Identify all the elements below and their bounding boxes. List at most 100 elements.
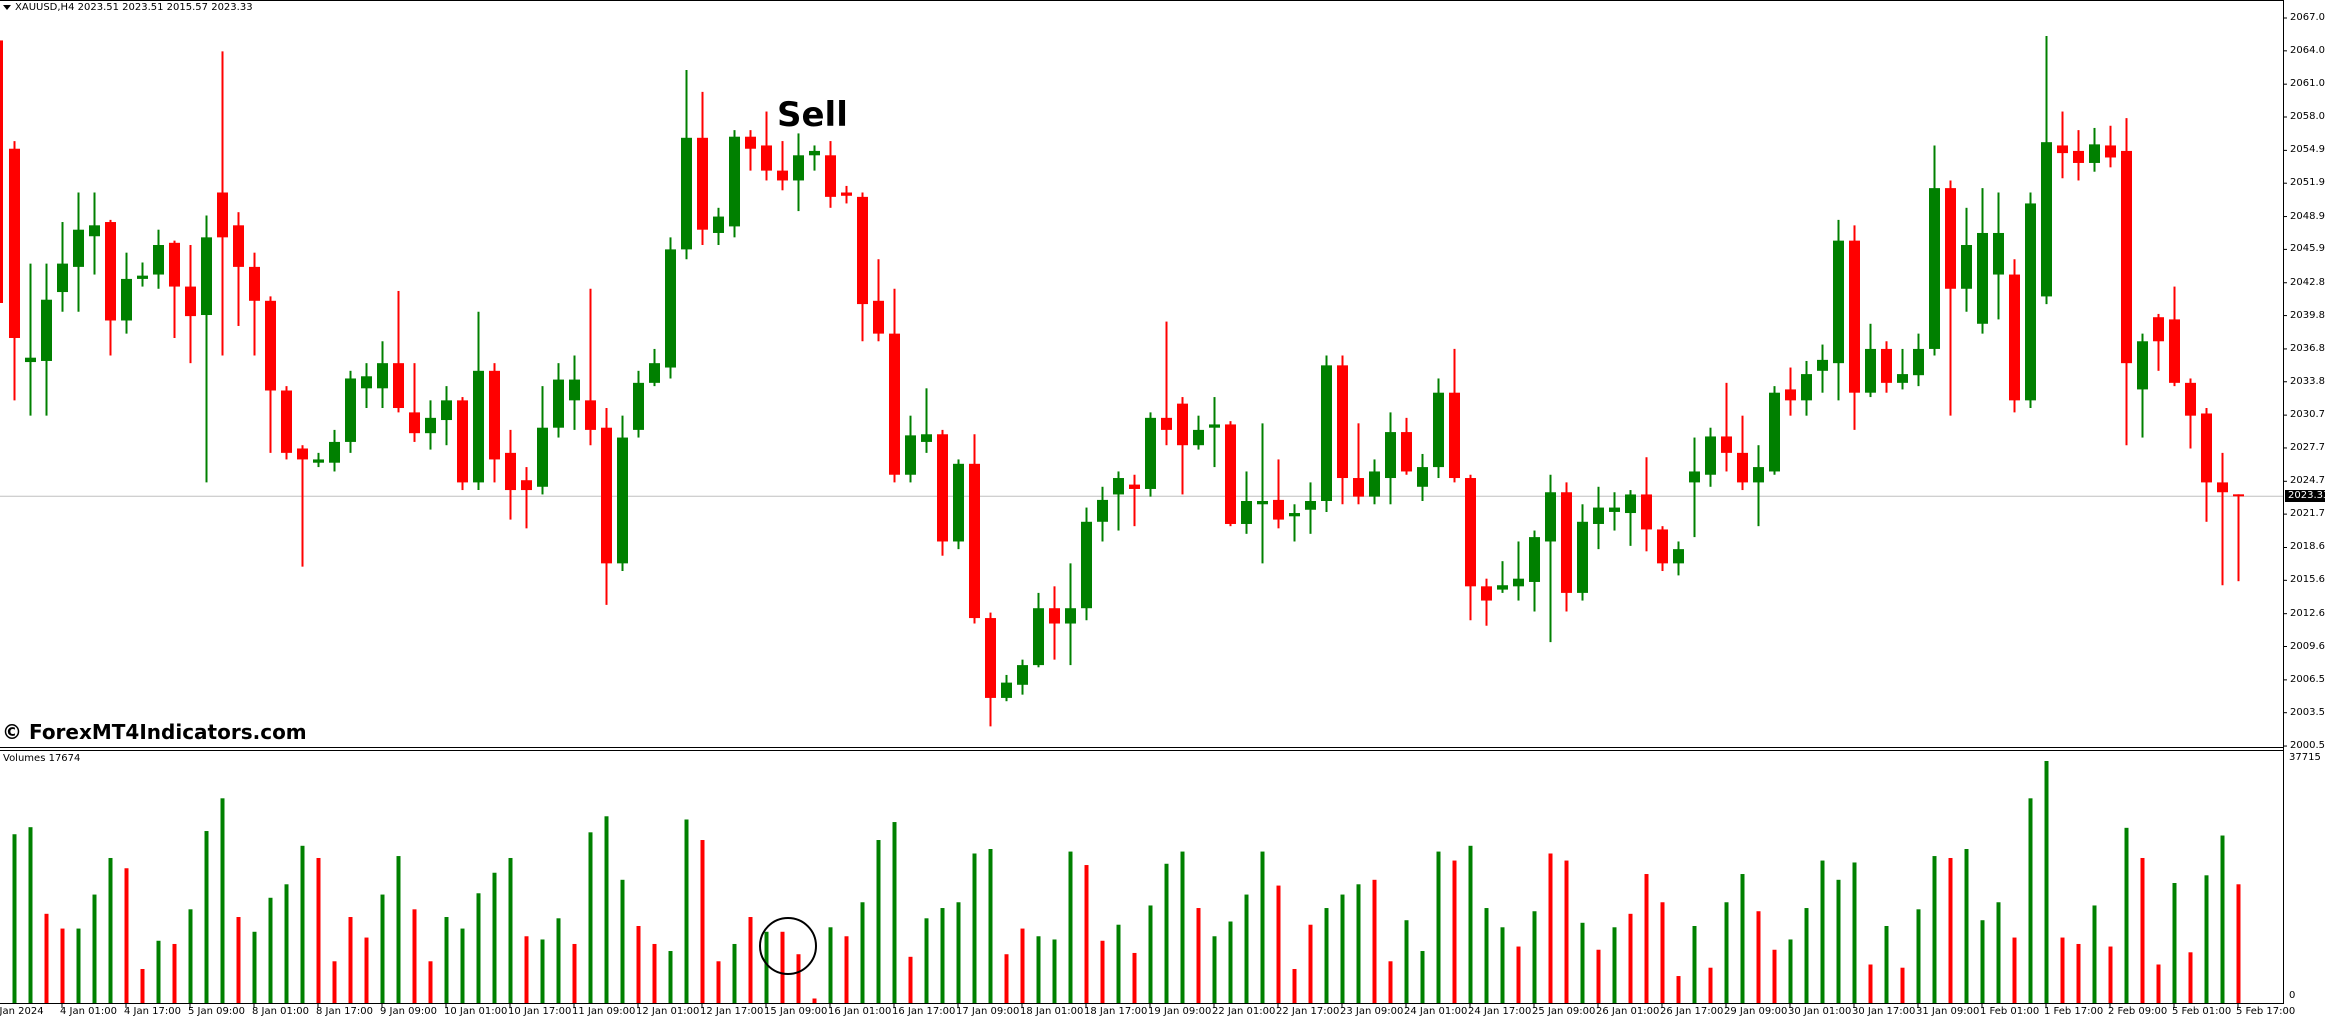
candle-body	[2073, 150, 2084, 163]
volume-bar	[1628, 913, 1633, 1003]
candle-body	[681, 137, 692, 250]
volume-bar	[268, 897, 273, 1003]
candle-body	[665, 249, 676, 368]
candle-body	[2153, 317, 2164, 342]
candle-body	[9, 148, 20, 338]
volume-bar	[1500, 927, 1505, 1003]
candle-body	[617, 437, 628, 564]
volume-bar	[620, 879, 625, 1003]
highlight-circle	[759, 917, 817, 975]
volume-bar	[956, 902, 961, 1003]
candle-body	[2105, 145, 2116, 158]
volume-bar	[908, 956, 913, 1003]
candle-body	[361, 376, 372, 389]
volume-bar	[236, 917, 241, 1003]
candle-body	[1801, 374, 1812, 401]
candle-body	[2089, 144, 2100, 163]
candle-body	[1705, 436, 1716, 475]
dropdown-triangle-icon[interactable]	[3, 4, 11, 10]
candle-body	[649, 363, 660, 383]
symbol-header[interactable]: XAUUSD,H4 2023.51 2023.51 2015.57 2023.3…	[3, 2, 253, 13]
volume-bar	[1836, 879, 1841, 1003]
candle-body	[41, 299, 52, 361]
candle-body	[777, 170, 788, 181]
time-tick-label: 18 Jan 17:00	[1084, 1006, 1148, 1017]
symbol-ohlc-text: XAUUSD,H4 2023.51 2023.51 2015.57 2023.3…	[15, 2, 253, 13]
candle-body	[809, 150, 820, 156]
volume-bar	[1308, 924, 1313, 1003]
volume-bar	[1660, 902, 1665, 1003]
candle-body	[1641, 494, 1652, 530]
price-tick-label: 2006.55	[2290, 673, 2325, 685]
time-tick-label: 31 Jan 09:00	[1916, 1006, 1980, 1017]
volume-bar	[1276, 885, 1281, 1003]
candle-body	[1209, 424, 1220, 428]
current-price-tag: 2023.33	[2285, 490, 2325, 503]
volume-bar	[1020, 928, 1025, 1003]
candle-body	[633, 382, 644, 430]
candle-body	[745, 136, 756, 149]
time-tick-label: 1 Feb 17:00	[2044, 1006, 2104, 1017]
candle-body	[457, 400, 468, 483]
candle-body	[585, 400, 596, 430]
volume-bar	[988, 849, 993, 1003]
volume-bar	[1452, 860, 1457, 1003]
candle-body	[2057, 145, 2068, 154]
volume-bar	[12, 834, 17, 1003]
volume-bar	[812, 998, 817, 1003]
top-border	[0, 0, 2284, 1]
volume-bar	[1596, 949, 1601, 1003]
candle-body	[1561, 492, 1572, 593]
volume-bar	[1740, 874, 1745, 1003]
price-tick-label: 2051.95	[2290, 177, 2325, 189]
time-tick-label: 23 Jan 09:00	[1340, 1006, 1404, 1017]
volume-bar	[700, 840, 705, 1003]
candle-body	[985, 618, 996, 698]
candle-body	[1257, 501, 1268, 505]
candle-body	[265, 300, 276, 391]
volume-bar	[2028, 798, 2033, 1003]
volume-bar	[28, 827, 33, 1003]
time-tick-label: 9 Jan 09:00	[380, 1006, 437, 1017]
candle-body	[1721, 436, 1732, 453]
volume-bar	[1324, 908, 1329, 1003]
candle-body	[1129, 484, 1140, 489]
candle-body	[1945, 188, 1956, 289]
candle-body	[1625, 494, 1636, 514]
volume-bar	[1932, 856, 1937, 1003]
candle-body	[2201, 413, 2212, 483]
volume-bar	[828, 927, 833, 1003]
time-tick-label: 22 Jan 17:00	[1276, 1006, 1340, 1017]
candle-body	[57, 263, 68, 293]
volume-bar	[732, 943, 737, 1003]
volume-bar	[204, 831, 209, 1003]
time-tick-label: 17 Jan 09:00	[956, 1006, 1020, 1017]
volume-bar	[332, 961, 337, 1003]
candle-body	[2121, 150, 2132, 364]
volume-bar	[348, 917, 353, 1003]
volume-bar	[1548, 853, 1553, 1003]
volume-bar	[780, 931, 785, 1003]
candle-body	[105, 222, 116, 321]
volume-bar	[892, 822, 897, 1003]
volume-bar	[540, 939, 545, 1003]
volume-bar	[1820, 860, 1825, 1003]
candle-body	[153, 245, 164, 275]
price-tick-label: 2009.60	[2290, 640, 2325, 652]
candle-body	[2009, 274, 2020, 401]
volume-bar	[2076, 943, 2081, 1003]
volume-bar	[1788, 939, 1793, 1003]
volume-bar	[44, 913, 49, 1003]
time-tick-label: 4 Jan 17:00	[124, 1006, 181, 1017]
panel-separator[interactable]	[0, 747, 2284, 748]
candle-body	[1017, 665, 1028, 685]
candle-body	[1929, 188, 1940, 349]
candle-body	[281, 390, 292, 453]
time-tick-label: 3 Jan 2024	[0, 1006, 44, 1017]
candle-body	[521, 480, 532, 491]
candle-body	[793, 155, 804, 181]
volume-bar	[1148, 905, 1153, 1003]
price-tick-label: 2030.75	[2290, 409, 2325, 421]
candle-body	[249, 266, 260, 301]
